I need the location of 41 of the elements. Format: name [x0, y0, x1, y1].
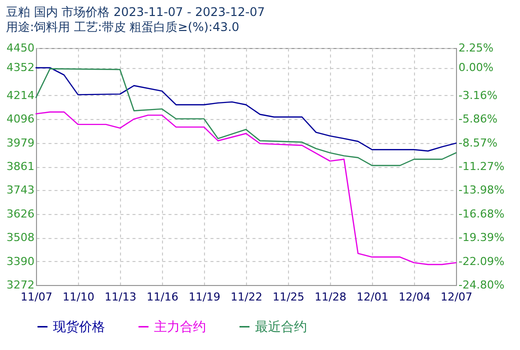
x-tick-label: 12/04 — [398, 290, 430, 304]
y-tick-label: 4214 — [6, 88, 34, 102]
legend-label: 主力合约 — [154, 318, 206, 335]
y2-tick-label: -11.27% — [458, 160, 504, 173]
y-tick-label: 3508 — [6, 231, 34, 244]
y2-tick-label: -19.39% — [458, 231, 504, 244]
line-series — [35, 67, 457, 152]
y-tick-label: 3979 — [6, 136, 34, 150]
legend-label: 现货价格 — [53, 320, 105, 335]
x-tick-label: 11/22 — [230, 290, 262, 304]
y-tick-label: 3743 — [6, 184, 34, 197]
x-tick-label: 11/13 — [104, 290, 136, 304]
y-tick-label: 4096 — [6, 112, 34, 126]
y2-tick-label: -22.09% — [458, 254, 504, 268]
y-tick-label: 3272 — [6, 278, 34, 292]
y2-tick-label: -24.80% — [458, 278, 504, 292]
y2-tick-label: -16.68% — [458, 207, 504, 220]
y2-tick-label: -3.16% — [458, 88, 498, 102]
y-tick-label: 3861 — [6, 160, 34, 173]
y-tick-label: 3626 — [6, 207, 34, 220]
y2-tick-label: -13.98% — [458, 184, 504, 197]
y2-tick-label: -8.57% — [458, 136, 498, 150]
y2-tick-label: 0.00% — [458, 61, 494, 74]
x-tick-label: 11/19 — [188, 290, 220, 304]
x-tick-label: 12/07 — [440, 290, 472, 304]
legend-label: 最近合约 — [255, 320, 307, 335]
y-tick-label: 4352 — [6, 61, 34, 74]
x-tick-label: 11/16 — [146, 290, 178, 304]
line-series — [35, 68, 457, 166]
y-tick-label: 3390 — [6, 254, 34, 268]
x-tick-label: 11/28 — [314, 290, 346, 304]
y2-tick-label: 2.25% — [458, 42, 494, 54]
x-tick-label: 12/01 — [356, 290, 388, 304]
y-tick-label: 4450 — [6, 42, 34, 54]
chart-subtitle: 用途:饲料用 工艺:带皮 粗蛋白质≥(%):43.0 — [6, 20, 240, 34]
line-series — [35, 111, 457, 266]
y2-tick-label: -5.86% — [458, 112, 498, 126]
x-tick-label: 11/07 — [20, 290, 52, 304]
x-tick-label: 11/25 — [272, 290, 304, 304]
chart-title: 豆粕 国内 市场价格 2023-11-07 - 2023-12-07 — [6, 5, 265, 19]
x-tick-label: 11/10 — [62, 290, 94, 304]
